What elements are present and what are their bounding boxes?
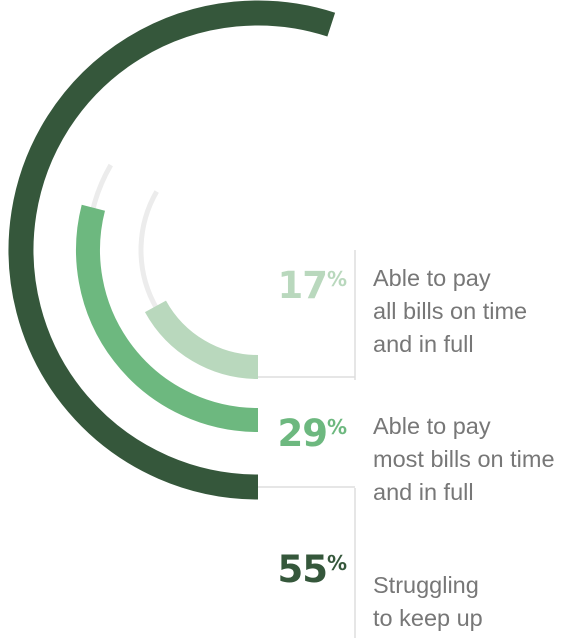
- series-label-0-line-0: Able to pay: [373, 265, 491, 291]
- ring-arc-1: [76, 204, 259, 432]
- series-label-0-line-1: all bills on time: [373, 298, 527, 324]
- percent-label-1: 29%: [277, 412, 347, 455]
- percent-label-0: 17%: [277, 264, 347, 307]
- series-label-1-line-2: and in full: [373, 479, 474, 505]
- percent-symbol-2: %: [327, 551, 347, 575]
- series-label-1-line-1: most bills on time: [373, 446, 555, 472]
- ring-arc-2: [8, 0, 336, 500]
- percent-symbol-1: %: [327, 415, 347, 439]
- percent-symbol-0: %: [327, 267, 347, 291]
- ring-arcs: [8, 0, 336, 500]
- ring-track-1: [85, 163, 259, 423]
- percent-value-2: 55: [277, 548, 327, 591]
- percent-value-0: 17: [277, 264, 327, 307]
- percent-value-1: 29: [277, 412, 327, 455]
- series-label-2-line-1: to keep up: [373, 605, 483, 631]
- percent-label-2: 55%: [277, 548, 347, 591]
- ring-labels: 17% Able to pay all bills on time and in fu…: [277, 264, 555, 631]
- series-label-2-line-0: Struggling: [373, 572, 479, 598]
- ring-arc-0: [144, 300, 259, 379]
- label-dividers: [258, 250, 356, 638]
- series-label-1-line-0: Able to pay: [373, 413, 491, 439]
- series-label-0-line-2: and in full: [373, 331, 474, 357]
